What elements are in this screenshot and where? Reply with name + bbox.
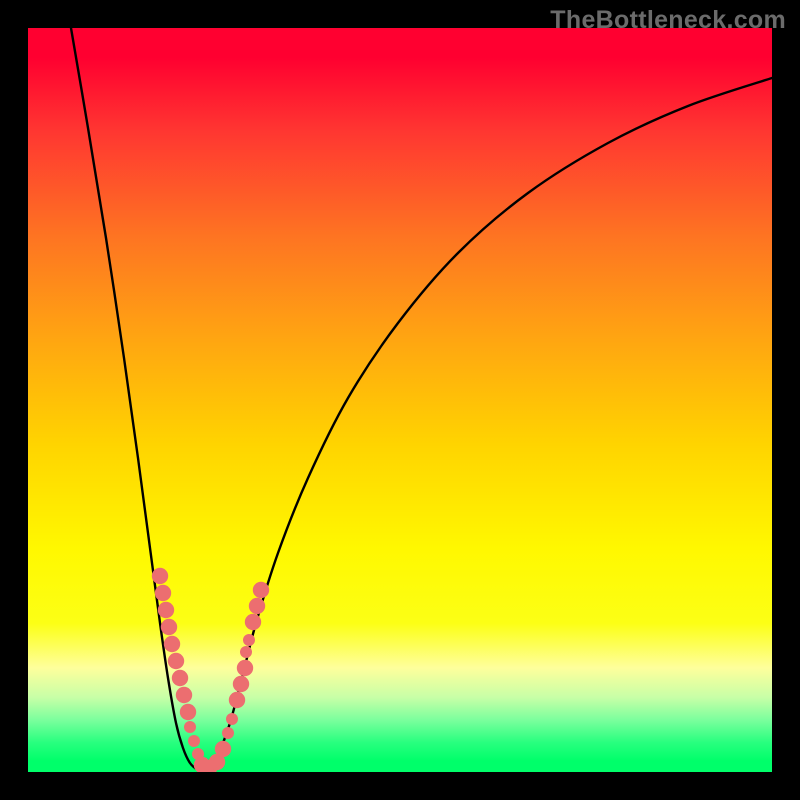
- marker-dot: [249, 598, 265, 614]
- marker-dot: [152, 568, 168, 584]
- marker-dot: [172, 670, 188, 686]
- chart-svg: [28, 28, 772, 772]
- marker-dot: [168, 653, 184, 669]
- marker-dot: [233, 676, 249, 692]
- marker-dot: [164, 636, 180, 652]
- marker-dot: [245, 614, 261, 630]
- marker-dot: [176, 687, 192, 703]
- gradient-background: [28, 28, 772, 772]
- marker-dot: [253, 582, 269, 598]
- watermark-text: TheBottleneck.com: [550, 6, 786, 35]
- marker-dot: [161, 619, 177, 635]
- marker-dot: [155, 585, 171, 601]
- marker-dot: [240, 646, 252, 658]
- marker-dot: [229, 692, 245, 708]
- marker-dot: [188, 735, 200, 747]
- marker-dot: [226, 713, 238, 725]
- marker-dot: [243, 634, 255, 646]
- marker-dot: [184, 721, 196, 733]
- marker-dot: [158, 602, 174, 618]
- marker-dot: [237, 660, 253, 676]
- figure-container: TheBottleneck.com: [0, 0, 800, 800]
- marker-dot: [180, 704, 196, 720]
- plot-area: [28, 28, 772, 772]
- marker-dot: [215, 741, 231, 757]
- marker-dot: [222, 727, 234, 739]
